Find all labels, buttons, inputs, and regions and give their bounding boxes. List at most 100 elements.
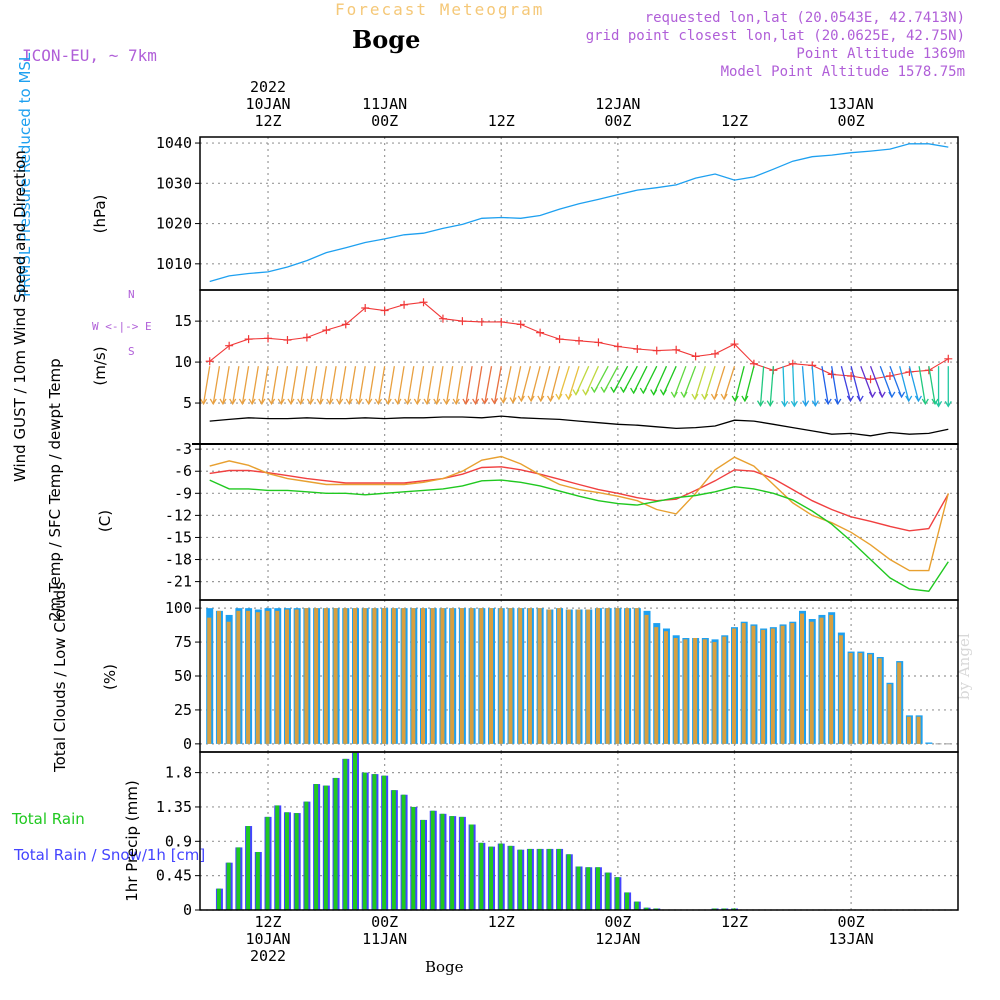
model-altitude: Model Point Altitude 1578.75m [720, 64, 965, 80]
rain-bar [314, 784, 319, 910]
wind-arrow-head [219, 398, 227, 406]
low-cloud-bar [469, 608, 474, 744]
wind-direction-arrow [436, 366, 444, 405]
wind-arrow-head [582, 389, 590, 396]
gust-marker [944, 354, 953, 363]
wind-arrow-head [731, 395, 739, 403]
low-cloud-bar [459, 608, 464, 744]
gust-marker [419, 298, 428, 307]
wind-arrow-head [610, 386, 618, 394]
low-cloud-bar [421, 608, 426, 744]
wind-arrow-head [499, 397, 507, 404]
time-label-line: 13JAN [828, 930, 874, 948]
low-cloud-bar [576, 609, 581, 744]
wind-direction-arrow [918, 366, 926, 405]
wind-direction-arrow [879, 365, 893, 398]
wind-arrow-head [384, 398, 392, 406]
wind-arrow-head [452, 398, 460, 406]
rain-bar [654, 908, 659, 910]
rain-bar [430, 810, 435, 910]
wind-arrow-head [572, 389, 580, 396]
y-tick-label: 100 [165, 599, 192, 617]
wind-direction-arrow [502, 366, 512, 403]
wind-arrow-head [258, 398, 266, 406]
wind-arrow-head [781, 400, 789, 408]
low-cloud-bar [761, 629, 766, 744]
wind-direction-arrow [290, 366, 298, 405]
low-cloud-bar [770, 628, 775, 744]
rain-bar [712, 908, 717, 910]
low-cloud-bar [722, 636, 727, 744]
wind-direction-arrow [928, 366, 936, 405]
low-cloud-bar [644, 614, 649, 744]
wind-arrow-head [710, 393, 718, 401]
rain-bar [527, 848, 532, 910]
gust-marker [322, 326, 331, 335]
rain-bar [362, 772, 367, 910]
wind-direction-arrow [568, 365, 580, 400]
wind-direction-arrow [329, 366, 337, 405]
wind-arrow-head [423, 398, 431, 406]
wind-arrow-head [316, 398, 324, 406]
low-cloud-bar [382, 608, 387, 744]
wind-direction-arrow [889, 365, 903, 398]
wind-arrow-head [472, 398, 480, 406]
low-cloud-bar [848, 652, 853, 744]
low-cloud-bar [663, 631, 668, 744]
point-altitude: Point Altitude 1369m [796, 46, 965, 62]
total-cloud-bar [925, 742, 933, 744]
time-label: 00Z 12JAN [578, 914, 658, 948]
wind10m-line [209, 415, 949, 437]
wind-arrow-head [355, 398, 363, 406]
wind-arrow-head [413, 398, 421, 406]
gust-marker [302, 333, 311, 342]
wind-direction-arrow [558, 365, 570, 400]
wind-arrow-head [650, 389, 658, 396]
low-cloud-bar [246, 610, 251, 744]
wind-arrow-head [209, 398, 217, 406]
time-label-line: 00Z [837, 913, 865, 931]
rain-bar [226, 862, 231, 910]
wind-direction-arrow [704, 365, 716, 400]
rain-bar [479, 842, 484, 910]
low-cloud-bar [800, 613, 805, 744]
low-cloud-bar [712, 642, 717, 744]
rain-bar [333, 777, 338, 910]
wind-direction-arrow [723, 365, 736, 400]
low-cloud-bar [265, 610, 270, 744]
rain-bar [566, 854, 571, 910]
gust-marker [400, 300, 409, 309]
wind-arrow-head [846, 395, 854, 403]
wind-direction-arrow [222, 366, 230, 405]
gust-marker [613, 342, 622, 351]
low-cloud-bar [304, 608, 309, 744]
low-cloud-bar [362, 608, 367, 744]
wind-direction-arrow [377, 366, 386, 405]
low-cloud-bar [527, 608, 532, 744]
wind-direction-arrow [475, 366, 483, 405]
rain-bar [722, 908, 727, 910]
gust-marker [691, 352, 700, 361]
y-tick-label: -9 [174, 484, 192, 502]
wind-direction-arrow [850, 366, 861, 402]
time-label-line: 10JAN [245, 930, 291, 948]
wind-direction-arrow [683, 365, 697, 398]
low-cloud-bar [401, 608, 406, 744]
rain-bar [498, 843, 503, 910]
time-label-line: 11JAN [362, 930, 408, 948]
rain-bar [731, 908, 736, 910]
time-label-line: 10JAN [245, 95, 291, 113]
low-cloud-bar [498, 608, 503, 744]
wind-direction-arrow [232, 366, 240, 405]
time-label-line: 00Z [837, 112, 865, 130]
wind-arrow-head [404, 398, 412, 406]
rain-bar [469, 824, 474, 910]
rain-bar [508, 845, 513, 910]
time-label-line: 11JAN [362, 95, 408, 113]
low-cloud-bar [275, 610, 280, 744]
time-label-line: 12JAN [595, 930, 641, 948]
low-cloud-bar [916, 716, 921, 744]
time-label: 12Z [461, 914, 541, 931]
y-tick-label: 25 [174, 701, 192, 719]
